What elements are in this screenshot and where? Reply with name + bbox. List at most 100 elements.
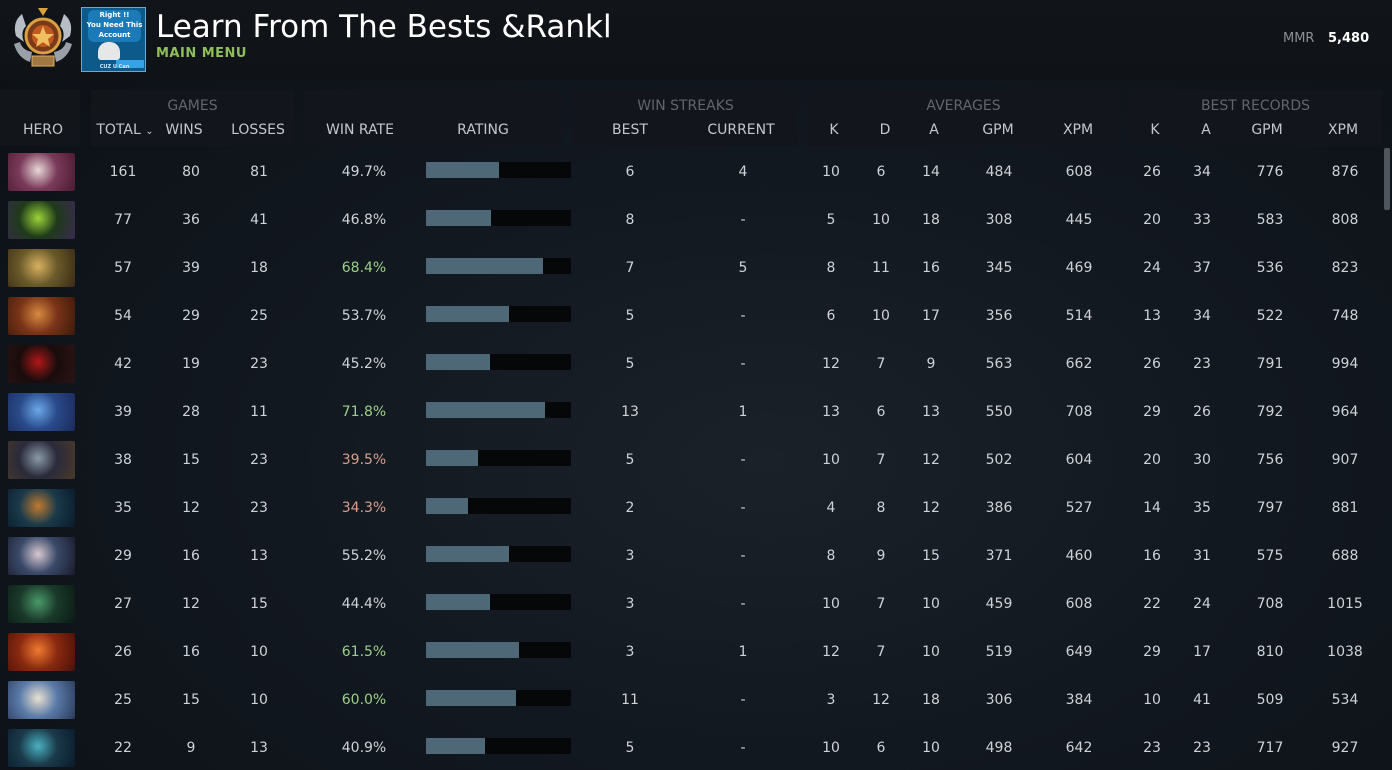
cell-k: 10 — [822, 452, 840, 468]
bestrecords-header-bg — [1129, 90, 1382, 146]
table-row[interactable]: 39 28 11 71.8% 13 1 13 6 13 550 708 29 26 792 964 — [0, 388, 1382, 436]
cell-losses: 41 — [250, 212, 268, 228]
table-row[interactable]: 42 19 23 45.2% 5 - 12 7 9 563 662 26 23 791 994 — [0, 340, 1382, 388]
cell-gpm: 498 — [985, 740, 1013, 756]
cell-win-rate: 46.8% — [341, 212, 387, 228]
hero-portrait[interactable] — [8, 153, 75, 191]
table-row[interactable]: 77 36 41 46.8% 8 - 5 10 18 308 445 20 33 583 808 — [0, 196, 1382, 244]
table-row[interactable]: 29 16 13 55.2% 3 - 8 9 15 371 460 16 31 575 688 — [0, 532, 1382, 580]
cell-current: - — [740, 452, 746, 468]
cell-ba: 24 — [1193, 596, 1211, 612]
hero-portrait[interactable] — [8, 729, 75, 767]
col-avg-k[interactable]: K — [829, 122, 839, 138]
promo-banner[interactable]: Right !! You Need This Account CUZ U Can — [81, 7, 146, 72]
cell-d: 7 — [876, 644, 886, 660]
hero-portrait[interactable] — [8, 537, 75, 575]
cell-k: 5 — [826, 212, 836, 228]
cell-a: 12 — [922, 500, 940, 516]
col-losses[interactable]: LOSSES — [231, 122, 285, 138]
cell-k: 10 — [822, 164, 840, 180]
col-total-label: TOTAL — [96, 122, 141, 138]
table-row[interactable]: 38 15 23 39.5% 5 - 10 7 12 502 604 20 30 756 907 — [0, 436, 1382, 484]
cell-a: 18 — [922, 212, 940, 228]
col-best-gpm[interactable]: GPM — [1251, 122, 1283, 138]
hero-portrait[interactable] — [8, 441, 75, 479]
cell-win-rate: 71.8% — [341, 404, 387, 420]
hero-portrait[interactable] — [8, 393, 75, 431]
cell-gpm: 519 — [985, 644, 1013, 660]
col-rating[interactable]: RATING — [457, 122, 509, 138]
cell-current: - — [740, 548, 746, 564]
rating-bar-fill — [426, 690, 516, 706]
table-row[interactable]: 25 15 10 60.0% 11 - 3 12 18 306 384 10 41 509 534 — [0, 676, 1382, 724]
cell-wins: 15 — [182, 452, 200, 468]
table-row[interactable]: 161 80 81 49.7% 6 4 10 6 14 484 608 26 34 776 876 — [0, 148, 1382, 196]
cell-ba: 23 — [1193, 356, 1211, 372]
hero-portrait[interactable] — [8, 633, 75, 671]
cell-wins: 16 — [182, 548, 200, 564]
col-win-rate[interactable]: WIN RATE — [326, 122, 394, 138]
cell-best: 3 — [625, 548, 635, 564]
col-avg-d[interactable]: D — [879, 122, 891, 138]
rating-bar-fill — [426, 258, 543, 274]
col-best-a[interactable]: A — [1201, 122, 1211, 138]
cell-gpm: 459 — [985, 596, 1013, 612]
cell-best: 3 — [625, 596, 635, 612]
table-row[interactable]: 22 9 13 40.9% 5 - 10 6 10 498 642 23 23 717 927 — [0, 724, 1382, 770]
col-best-streak[interactable]: BEST — [612, 122, 648, 138]
table-row[interactable]: 35 12 23 34.3% 2 - 4 8 12 386 527 14 35 797 881 — [0, 484, 1382, 532]
cell-wins: 15 — [182, 692, 200, 708]
hero-portrait[interactable] — [8, 585, 75, 623]
col-best-k[interactable]: K — [1150, 122, 1160, 138]
cell-xpm: 708 — [1065, 404, 1093, 420]
cell-bxpm: 534 — [1331, 692, 1359, 708]
col-wins[interactable]: WINS — [165, 122, 203, 138]
col-hero[interactable]: HERO — [22, 122, 64, 138]
hero-portrait[interactable] — [8, 489, 75, 527]
cell-win-rate: 45.2% — [341, 356, 387, 372]
hero-portrait[interactable] — [8, 201, 75, 239]
cell-xpm: 445 — [1065, 212, 1093, 228]
hero-portrait[interactable] — [8, 681, 75, 719]
winrate-header-bg — [304, 90, 562, 146]
cell-k: 10 — [822, 596, 840, 612]
cell-d: 6 — [876, 404, 886, 420]
rating-bar — [426, 162, 571, 178]
cell-bk: 26 — [1143, 356, 1161, 372]
hero-portrait[interactable] — [8, 249, 75, 287]
hero-portrait[interactable] — [8, 345, 75, 383]
cell-bxpm: 964 — [1331, 404, 1359, 420]
col-best-xpm[interactable]: XPM — [1327, 122, 1359, 138]
cell-k: 4 — [826, 500, 836, 516]
col-total[interactable]: TOTAL ⌄ — [90, 122, 160, 138]
table-row[interactable]: 57 39 18 68.4% 7 5 8 11 16 345 469 24 37 536 823 — [0, 244, 1382, 292]
cell-bgpm: 509 — [1256, 692, 1284, 708]
cell-losses: 11 — [250, 404, 268, 420]
col-avg-xpm[interactable]: XPM — [1062, 122, 1094, 138]
scrollbar-thumb[interactable] — [1384, 148, 1390, 210]
cell-current: - — [740, 212, 746, 228]
table-row[interactable]: 54 29 25 53.7% 5 - 6 10 17 356 514 13 34 522 748 — [0, 292, 1382, 340]
rating-bar — [426, 258, 571, 274]
table-row[interactable]: 27 12 15 44.4% 3 - 10 7 10 459 608 22 24 708 1015 — [0, 580, 1382, 628]
cell-wins: 12 — [182, 500, 200, 516]
col-avg-gpm[interactable]: GPM — [982, 122, 1014, 138]
cell-bgpm: 797 — [1256, 500, 1284, 516]
main-menu-link[interactable]: MAIN MENU — [156, 46, 247, 61]
col-avg-a[interactable]: A — [929, 122, 939, 138]
table-row[interactable]: 26 16 10 61.5% 3 1 12 7 10 519 649 29 17 810 1038 — [0, 628, 1382, 676]
cell-current: - — [740, 356, 746, 372]
cell-total: 42 — [114, 356, 132, 372]
cell-xpm: 642 — [1065, 740, 1093, 756]
cell-xpm: 469 — [1065, 260, 1093, 276]
cell-bgpm: 536 — [1256, 260, 1284, 276]
cell-bxpm: 1038 — [1327, 644, 1363, 660]
cell-ba: 34 — [1193, 308, 1211, 324]
cell-gpm: 550 — [985, 404, 1013, 420]
cell-total: 161 — [109, 164, 137, 180]
cell-a: 13 — [922, 404, 940, 420]
col-current-streak[interactable]: CURRENT — [707, 122, 775, 138]
cell-wins: 28 — [182, 404, 200, 420]
games-header-bg — [91, 90, 294, 146]
hero-portrait[interactable] — [8, 297, 75, 335]
